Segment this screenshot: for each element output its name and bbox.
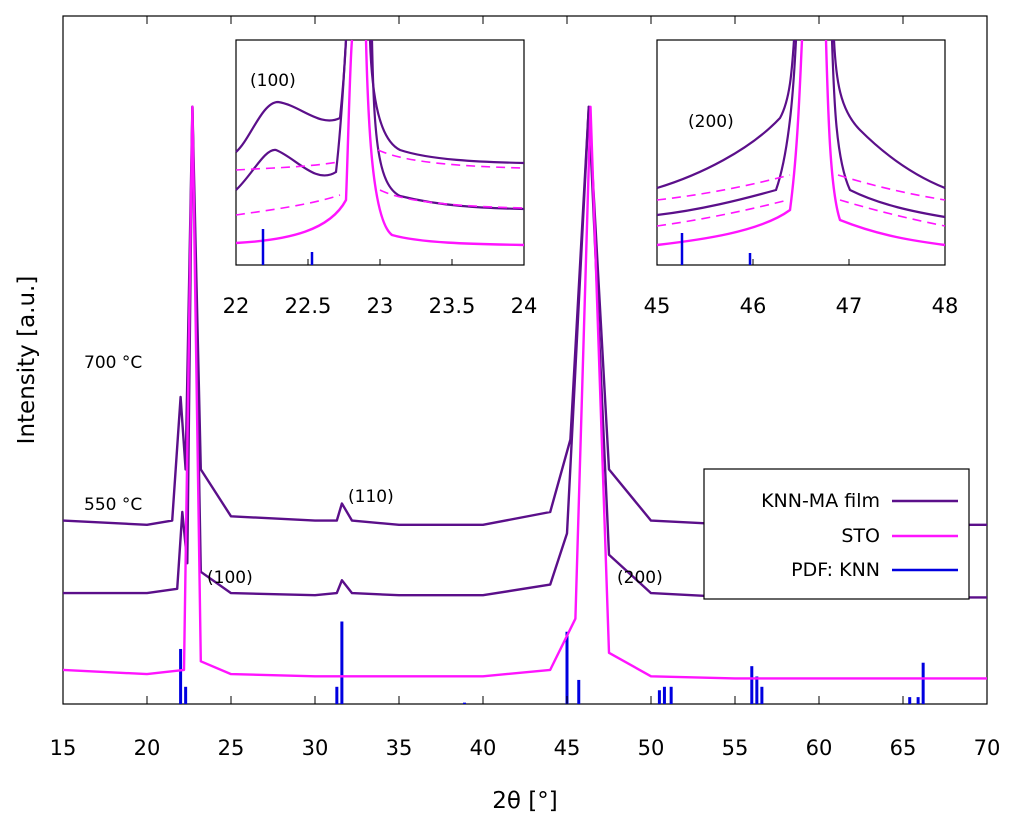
legend-box: [703, 468, 970, 600]
x-tick-label: 25: [218, 736, 245, 760]
series-curve-700-c: [63, 105, 987, 526]
series-curve-sto: [63, 105, 987, 680]
inset-tick-label: 47: [836, 294, 863, 318]
x-tick-label: 60: [806, 736, 833, 760]
legend-label-pdf: PDF: KNN: [791, 559, 880, 581]
x-tick-label: 65: [890, 736, 917, 760]
inset-100-peak: (100) 22 22.5 23 23.5 24: [223, 39, 538, 318]
x-tick-label: 40: [470, 736, 497, 760]
inset2-sto-curve: [656, 39, 946, 247]
plot-frame: [62, 15, 988, 705]
inset-tick-label: 23: [367, 294, 394, 318]
inset-tick-label: 45: [644, 294, 671, 318]
legend: KNN-MA film STO PDF: KNN: [703, 468, 970, 600]
inset1-550c-curve: [235, 39, 348, 191]
inset2-dash-lower: [656, 199, 946, 227]
x-tick-label: 30: [302, 736, 329, 760]
inset-200-peak: (200) 45 46 47 48: [644, 39, 959, 318]
inset-tick-label: 23.5: [429, 294, 476, 318]
inset1-550c-tail: [370, 39, 525, 211]
inset-tick-label: 22.5: [285, 294, 332, 318]
x-tick-label: 50: [638, 736, 665, 760]
x-tick-label: 35: [386, 736, 413, 760]
inset-tick-label: 24: [511, 294, 538, 318]
inset2-700c-curve: [656, 39, 946, 190]
label-100: (100): [207, 568, 253, 588]
inset-tick-label: 22: [223, 294, 250, 318]
inset1-dash-upper: [235, 149, 525, 171]
inset1-sto-curve: [235, 39, 525, 247]
legend-label-knn-ma: KNN-MA film: [761, 490, 880, 512]
y-axis-title: Intensity [a.u.]: [14, 276, 40, 445]
inset1-annotation: (100): [250, 71, 296, 91]
label-110: (110): [348, 487, 394, 507]
inset-tick-label: 46: [740, 294, 767, 318]
legend-label-sto: STO: [841, 525, 880, 547]
x-tick-label: 20: [134, 736, 161, 760]
x-tick-label: 45: [554, 736, 581, 760]
inset2-dash-upper: [656, 174, 946, 201]
x-tick-label: 15: [50, 736, 77, 760]
x-tick-label: 70: [974, 736, 1001, 760]
x-tick-label: 55: [722, 736, 749, 760]
inset2-550c-curve: [656, 39, 946, 219]
label-700c: 700 °C: [84, 353, 142, 373]
inset-tick-label: 48: [932, 294, 959, 318]
x-axis-title: 2θ [°]: [492, 788, 557, 814]
label-200: (200): [617, 568, 663, 588]
inset1-dash-lower: [235, 189, 525, 216]
inset1-frame: [235, 39, 525, 266]
inset2-annotation: (200): [688, 112, 734, 132]
label-550c: 550 °C: [84, 495, 142, 515]
